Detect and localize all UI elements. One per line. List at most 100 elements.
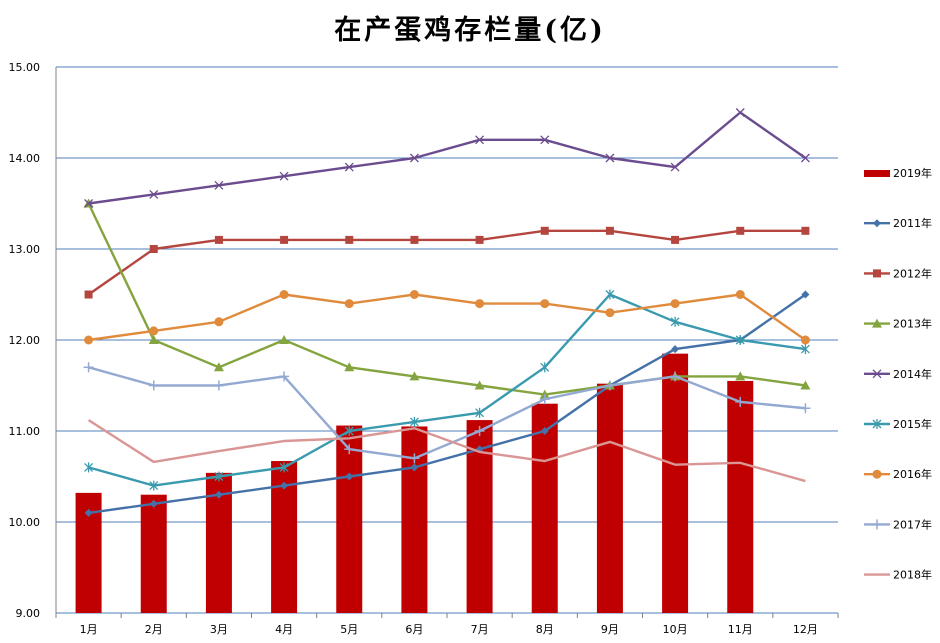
bar-2019-5 xyxy=(336,425,363,613)
point-2011年-1 xyxy=(84,508,93,517)
series-line-2018年 xyxy=(87,419,806,483)
series-line-2015年 xyxy=(88,293,806,487)
legend-marker-2011年 xyxy=(873,219,881,228)
point-2011年-6 xyxy=(410,463,419,472)
point-2013年-8 xyxy=(539,389,550,399)
point-2011年-12 xyxy=(801,290,810,299)
y-tick-label: 9.00 xyxy=(16,607,41,620)
legend-label-2015年: 2015年 xyxy=(893,417,932,431)
x-tick-label: 6月 xyxy=(405,623,423,636)
point-2012年-6 xyxy=(410,235,419,244)
point-2017年-2 xyxy=(148,380,159,391)
point-2014年-12 xyxy=(800,153,810,163)
bar-2019-8 xyxy=(531,403,558,613)
point-2015年-10 xyxy=(670,316,680,327)
bar-2019-10 xyxy=(662,353,689,613)
bar-2019-9 xyxy=(596,383,623,613)
x-tick-label: 1月 xyxy=(80,623,98,636)
x-tick-label: 12月 xyxy=(793,623,818,636)
point-2016年-3 xyxy=(214,317,224,327)
legend-label-2018年: 2018年 xyxy=(893,568,932,582)
point-2011年-2 xyxy=(149,499,158,508)
legend-label-2016年: 2016年 xyxy=(893,467,932,481)
point-2012年-7 xyxy=(475,235,484,244)
point-2017年-11 xyxy=(735,396,746,407)
series-line-2011年 xyxy=(88,293,807,515)
series-line-2014年 xyxy=(88,111,807,205)
point-2014年-3 xyxy=(214,180,224,190)
point-2014年-9 xyxy=(605,153,615,163)
point-2016年-9 xyxy=(605,308,615,318)
x-tick-label: 10月 xyxy=(663,623,688,636)
point-2016年-5 xyxy=(344,299,354,309)
legend-marker-2016年 xyxy=(872,469,882,479)
point-2015年-4 xyxy=(279,462,289,473)
y-tick-label: 11.00 xyxy=(9,425,41,438)
point-2011年-10 xyxy=(671,345,680,354)
series-line-2013年 xyxy=(87,202,806,396)
point-2015年-1 xyxy=(84,462,94,473)
x-tick-label: 8月 xyxy=(536,623,554,636)
point-2016年-6 xyxy=(409,290,419,299)
point-2013年-4 xyxy=(279,335,290,344)
point-2017年-12 xyxy=(800,403,811,414)
point-2015年-11 xyxy=(735,335,745,345)
bar-2019-11 xyxy=(727,380,754,613)
y-tick-label: 15.00 xyxy=(9,61,41,74)
legend-marker-2017年 xyxy=(872,519,882,530)
point-2012年-5 xyxy=(345,235,354,244)
x-tick-label: 2月 xyxy=(145,623,163,636)
chart-title: 在产蛋鸡存栏量(亿) xyxy=(334,15,606,46)
point-2012年-3 xyxy=(214,235,223,244)
point-2014年-4 xyxy=(279,171,289,181)
y-tick-label: 12.00 xyxy=(9,334,41,347)
y-tick-label: 10.00 xyxy=(9,516,41,529)
point-2015年-9 xyxy=(605,289,615,300)
y-tick-label: 14.00 xyxy=(9,152,41,165)
legend-marker-2015年 xyxy=(872,419,882,429)
point-2014年-10 xyxy=(670,162,680,172)
point-2012年-12 xyxy=(801,226,810,235)
point-2015年-6 xyxy=(409,416,419,427)
legend-label-2014年: 2014年 xyxy=(893,367,932,381)
point-2017年-9 xyxy=(604,380,615,391)
point-2014年-5 xyxy=(344,162,354,172)
point-2015年-8 xyxy=(540,362,550,373)
x-tick-label: 7月 xyxy=(471,623,489,636)
legend-label-2019年: 2019年 xyxy=(893,166,932,180)
x-tick-label: 5月 xyxy=(340,623,358,636)
legend-label-2013年: 2013年 xyxy=(893,317,932,331)
legend-label-2011年: 2011年 xyxy=(893,216,932,230)
x-tick-label: 11月 xyxy=(728,623,753,636)
point-2015年-2 xyxy=(149,480,159,491)
x-tick-label: 9月 xyxy=(601,623,619,636)
point-2017年-6 xyxy=(409,453,420,464)
point-2015年-7 xyxy=(475,407,485,418)
point-2017年-8 xyxy=(539,394,550,405)
point-2014年-7 xyxy=(475,135,485,145)
series-line-2017年 xyxy=(88,366,806,460)
x-tick-label: 4月 xyxy=(275,623,293,636)
point-2015年-12 xyxy=(800,344,810,355)
point-2011年-3 xyxy=(214,490,223,499)
point-2014年-1 xyxy=(84,199,94,208)
point-2012年-8 xyxy=(540,226,549,235)
legend-label-2012年: 2012年 xyxy=(893,266,932,280)
legend-marker-2014年 xyxy=(872,369,882,379)
point-2011年-4 xyxy=(280,481,289,490)
legend-label-2017年: 2017年 xyxy=(893,517,932,531)
point-2017年-1 xyxy=(83,362,94,373)
point-2014年-8 xyxy=(540,135,550,145)
point-2015年-5 xyxy=(344,426,354,436)
series-line-2016年 xyxy=(88,293,807,342)
point-2012年-10 xyxy=(671,235,680,244)
y-tick-label: 13.00 xyxy=(9,243,41,256)
legend-swatch-2019年 xyxy=(864,170,890,177)
point-2016年-12 xyxy=(800,335,810,345)
legend-marker-2013年 xyxy=(872,318,882,328)
point-2013年-11 xyxy=(735,371,746,381)
series-line-2012年 xyxy=(87,229,806,296)
point-2016年-4 xyxy=(279,290,289,299)
point-2017年-10 xyxy=(670,371,681,382)
